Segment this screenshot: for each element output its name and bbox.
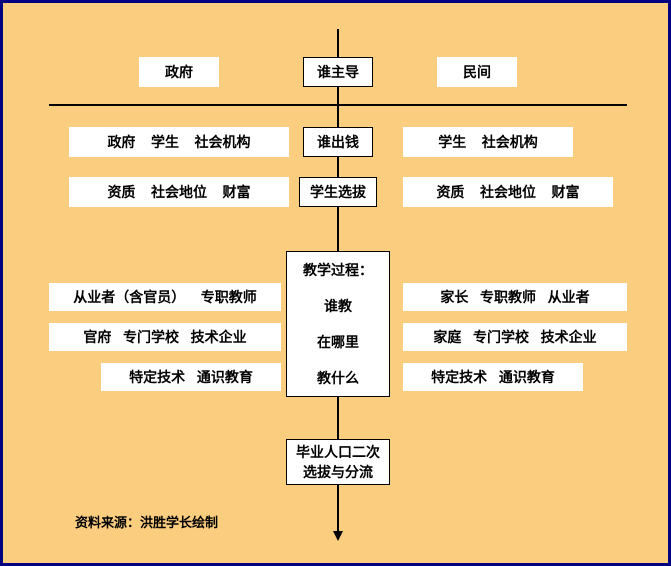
node-label: 资质 社会地位 财富 bbox=[436, 182, 579, 202]
node-label: 官府 专门学校 技术企业 bbox=[83, 327, 246, 347]
node-label: 资质 社会地位 财富 bbox=[107, 182, 250, 202]
node-label: 政府 bbox=[165, 62, 193, 82]
node-where-teach-l: 官府 专门学校 技术企业 bbox=[49, 323, 281, 351]
node-what-teach-r: 特定技术 通识教育 bbox=[403, 363, 583, 391]
node-who-pays: 谁出钱 bbox=[303, 127, 373, 157]
node-label: 家庭 专门学校 技术企业 bbox=[433, 327, 596, 347]
node-label: 教学过程： 谁教 在哪里 教什么 bbox=[303, 260, 373, 388]
node-where-teach-r: 家庭 专门学校 技术企业 bbox=[403, 323, 627, 351]
node-gov-left: 政府 bbox=[139, 57, 219, 87]
node-label: 谁出钱 bbox=[317, 132, 359, 152]
node-who-leads: 谁主导 bbox=[303, 57, 373, 87]
source-text: 资料来源：洪胜学长绘制 bbox=[75, 512, 218, 531]
node-label: 学生选拔 bbox=[310, 182, 366, 202]
node-graduation: 毕业人口二次 选拔与分流 bbox=[286, 439, 390, 485]
node-payer-left: 政府 学生 社会机构 bbox=[69, 127, 289, 157]
node-who-teach-l: 从业者（含官员） 专职教师 bbox=[49, 283, 281, 311]
flowchart-canvas: 谁主导 政府 民间谁出钱 政府 学生 社会机构 学生 社会机构学生选拔 资质 社会地位 财… bbox=[0, 0, 671, 566]
node-teaching: 教学过程： 谁教 在哪里 教什么 bbox=[286, 251, 390, 397]
node-select-right: 资质 社会地位 财富 bbox=[403, 177, 613, 207]
node-label: 学生 社会机构 bbox=[438, 132, 538, 152]
node-payer-right: 学生 社会机构 bbox=[403, 127, 573, 157]
node-label: 毕业人口二次 选拔与分流 bbox=[296, 442, 380, 482]
node-label: 特定技术 通识教育 bbox=[431, 367, 555, 387]
node-who-teach-r: 家长 专职教师 从业者 bbox=[403, 283, 627, 311]
node-selection: 学生选拔 bbox=[299, 177, 377, 207]
node-label: 政府 学生 社会机构 bbox=[107, 132, 250, 152]
node-select-left: 资质 社会地位 财富 bbox=[69, 177, 289, 207]
arrowhead-icon bbox=[333, 531, 343, 541]
node-what-teach-l: 特定技术 通识教育 bbox=[101, 363, 281, 391]
node-label: 家长 专职教师 从业者 bbox=[440, 287, 589, 307]
node-label: 特定技术 通识教育 bbox=[129, 367, 253, 387]
node-label: 谁主导 bbox=[317, 62, 359, 82]
node-label: 从业者（含官员） 专职教师 bbox=[73, 287, 257, 307]
top-horizontal-line bbox=[49, 104, 627, 106]
node-private-right: 民间 bbox=[437, 57, 517, 87]
node-label: 民间 bbox=[463, 62, 491, 82]
